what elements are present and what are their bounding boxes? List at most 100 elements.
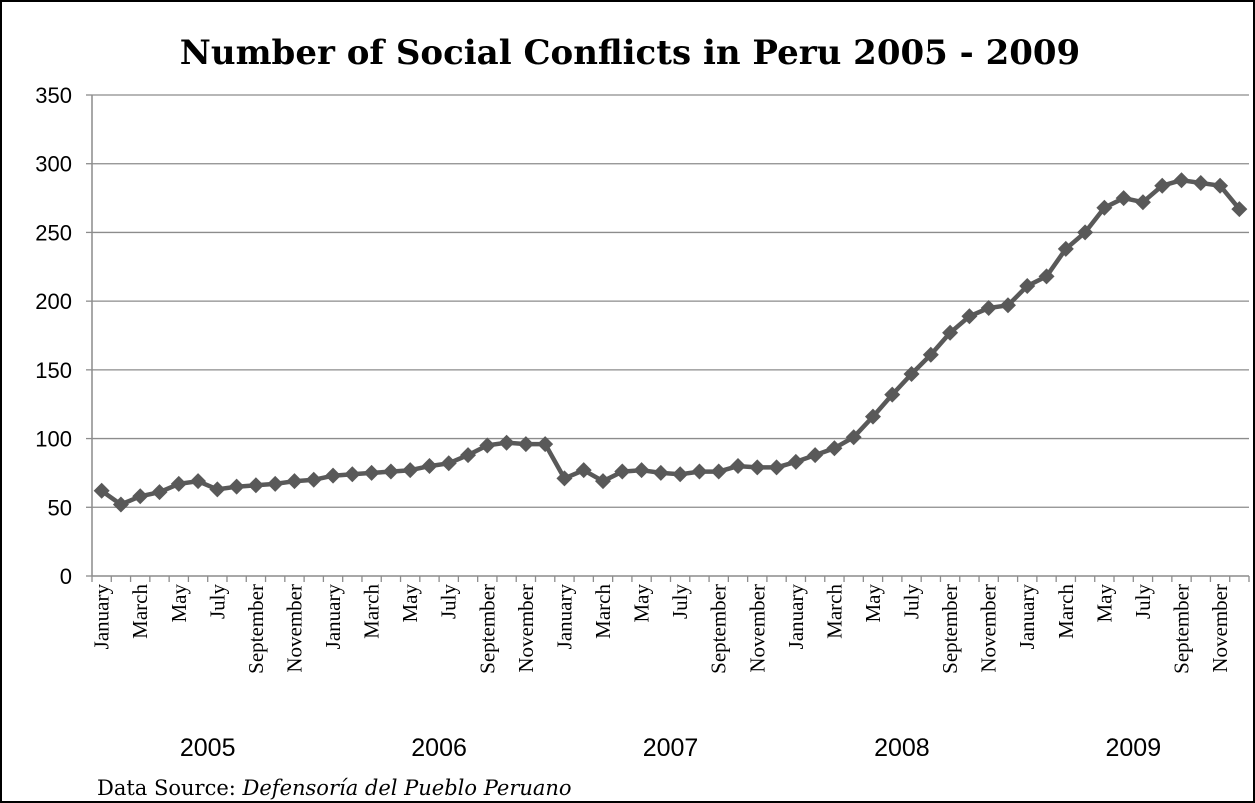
x-tick-label-may: May [861, 584, 885, 623]
x-tick-label-march: March [822, 584, 846, 639]
data-point [344, 466, 361, 483]
data-point [325, 467, 342, 484]
data-point [1173, 172, 1190, 189]
data-point [595, 473, 612, 490]
data-point [209, 481, 226, 498]
data-point [999, 297, 1016, 314]
data-point [556, 470, 573, 487]
y-tick-label-50: 50 [48, 495, 72, 520]
y-tick-label-100: 100 [35, 427, 72, 452]
data-point [537, 436, 554, 453]
x-axis-tick-labels: January March May July September November Janu… [90, 584, 1232, 674]
data-point [922, 346, 939, 363]
x-tick-label-november: November [1208, 584, 1232, 673]
data-point [382, 463, 399, 480]
data-point [884, 386, 901, 403]
data-point [691, 463, 708, 480]
data-point [132, 488, 149, 505]
x-tick-label-march: March [360, 584, 384, 639]
x-tick-label-january: January [1015, 584, 1039, 650]
year-label-2005: 2005 [180, 734, 236, 762]
data-point [652, 464, 669, 481]
data-point [1231, 201, 1248, 218]
data-point [710, 463, 727, 480]
data-point [787, 453, 804, 470]
x-tick-label-november: November [514, 584, 538, 673]
year-label-2006: 2006 [411, 734, 467, 762]
year-label-2009: 2009 [1105, 734, 1161, 762]
x-tick-label-may: May [398, 584, 422, 623]
series-social-conflicts [93, 172, 1248, 513]
data-point [1057, 240, 1074, 257]
data-point [942, 324, 959, 341]
year-label-2008: 2008 [874, 734, 930, 762]
data-point [807, 447, 824, 464]
data-point [305, 471, 322, 488]
data-point [826, 440, 843, 457]
data-point [151, 484, 168, 501]
year-label-2007: 2007 [643, 734, 699, 762]
data-point [1115, 190, 1132, 207]
data-point [961, 308, 978, 325]
data-point [170, 475, 187, 492]
data-point [112, 496, 129, 513]
data-point [749, 459, 766, 476]
x-tick-label-january: January [552, 584, 576, 650]
data-point [980, 300, 997, 317]
data-point [1212, 177, 1229, 194]
x-tick-label-july: July [668, 584, 692, 620]
data-point [517, 436, 534, 453]
data-point [672, 466, 689, 483]
x-tick-label-july: July [900, 584, 924, 620]
data-point [421, 458, 438, 475]
data-point [575, 462, 592, 479]
data-source-note: Data Source: Defensoría del Pueblo Perua… [97, 776, 572, 800]
x-tick-label-january: January [321, 584, 345, 650]
x-tick-label-january: January [784, 584, 808, 650]
data-point [768, 459, 785, 476]
data-point [228, 478, 245, 495]
y-tick-label-200: 200 [35, 289, 72, 314]
x-tick-label-july: July [205, 584, 229, 620]
y-tick-label-250: 250 [35, 220, 72, 245]
x-tick-label-march: March [591, 584, 615, 639]
x-tick-label-march: March [1054, 584, 1078, 639]
x-tick-label-may: May [1092, 584, 1116, 623]
data-point [903, 365, 920, 382]
data-point [845, 429, 862, 446]
data-point [440, 455, 457, 472]
x-tick-label-march: March [128, 584, 152, 639]
data-point [729, 458, 746, 475]
data-point [1077, 224, 1094, 241]
data-point [247, 477, 264, 494]
x-tick-label-november: November [282, 584, 306, 673]
data-point [864, 408, 881, 425]
data-point [479, 437, 496, 454]
x-tick-label-july: July [437, 584, 461, 620]
y-tick-label-300: 300 [35, 152, 72, 177]
data-point [614, 463, 631, 480]
gridlines [86, 94, 1249, 577]
data-point [93, 482, 110, 499]
data-source-label: Data Source: [97, 776, 243, 800]
data-point [633, 462, 650, 479]
data-point [1096, 199, 1113, 216]
data-point [1038, 268, 1055, 285]
data-point [190, 473, 207, 490]
data-point [267, 475, 284, 492]
x-tick-label-september: September [244, 584, 268, 674]
data-point [1192, 174, 1209, 191]
x-tick-label-may: May [167, 584, 191, 623]
y-axis-tick-labels: 0 50 100 150 200 250 300 350 [35, 83, 72, 589]
axes [91, 95, 1250, 582]
x-tick-label-january: January [90, 584, 114, 650]
data-point [1134, 194, 1151, 211]
x-tick-label-november: November [977, 584, 1001, 673]
x-tick-label-july: July [1131, 584, 1155, 620]
x-tick-label-september: September [475, 584, 499, 674]
year-labels: 2005 2006 2007 2008 2009 [180, 734, 1161, 762]
y-tick-label-350: 350 [35, 83, 72, 108]
